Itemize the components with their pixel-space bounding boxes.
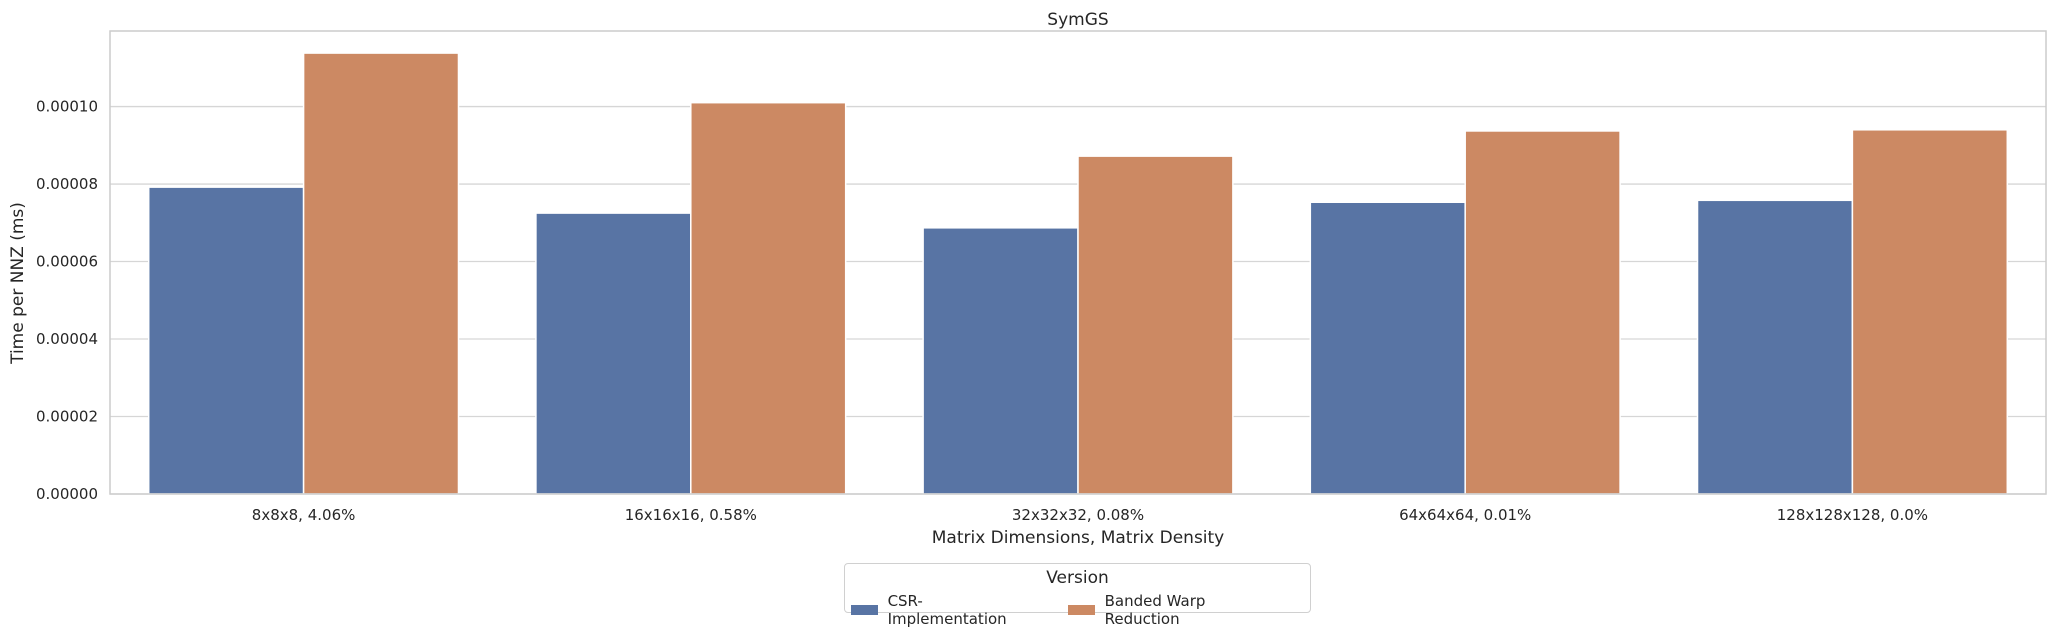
legend: Version CSR-Implementation Banded Warp R… <box>844 563 1311 628</box>
y-tick-label: 0.00002 <box>36 408 98 426</box>
bar-csr-1 <box>535 212 692 495</box>
bar-banded-2 <box>1077 155 1234 495</box>
y-axis-label: Time per NNZ (ms) <box>8 202 28 365</box>
bar-csr-4 <box>1696 199 1854 495</box>
legend-label-banded: Banded Warp Reduction <box>1104 592 1206 628</box>
plot-frame <box>109 30 2047 495</box>
bar-csr-3 <box>1309 201 1466 495</box>
x-tick-label: 64x64x64, 0.01% <box>1399 506 1531 524</box>
y-tick-label: 0.00008 <box>36 175 98 193</box>
y-tick-labels: 0.00000 0.00002 0.00004 0.00006 0.00008 0.000… <box>36 98 98 503</box>
bar-banded-1 <box>690 101 847 495</box>
bar-csr-0 <box>147 186 305 495</box>
y-tick-label: 0.00004 <box>36 330 98 348</box>
legend-item-banded: Banded Warp Reduction <box>1068 592 1276 628</box>
y-tick-label: 0.00010 <box>36 98 98 116</box>
x-tick-label: 16x16x16, 0.58% <box>625 506 757 524</box>
bars <box>147 52 2009 495</box>
x-tick-labels: 8x8x8, 4.06% 16x16x16, 0.58% 32x32x32, 0.0… <box>252 506 1928 524</box>
legend-swatch-banded <box>1068 605 1095 615</box>
bar-banded-0 <box>302 52 460 495</box>
legend-item-csr: CSR-Implementation <box>851 592 1034 628</box>
chart-title: SymGS <box>1047 10 1108 30</box>
bar-banded-4 <box>1851 129 2009 495</box>
x-tick-label: 128x128x128, 0.0% <box>1777 506 1928 524</box>
y-tick-label: 0.00000 <box>36 485 98 503</box>
legend-title: Version <box>1046 568 1109 588</box>
x-axis-label: Matrix Dimensions, Matrix Density <box>932 528 1225 548</box>
legend-label-csr: CSR-Implementation <box>887 592 1007 628</box>
bar-banded-3 <box>1464 130 1621 495</box>
bar-csr-2 <box>922 227 1079 495</box>
y-tick-label: 0.00006 <box>36 253 98 271</box>
legend-swatch-csr <box>851 605 878 615</box>
x-tick-label: 32x32x32, 0.08% <box>1012 506 1144 524</box>
x-tick-label: 8x8x8, 4.06% <box>252 506 356 524</box>
